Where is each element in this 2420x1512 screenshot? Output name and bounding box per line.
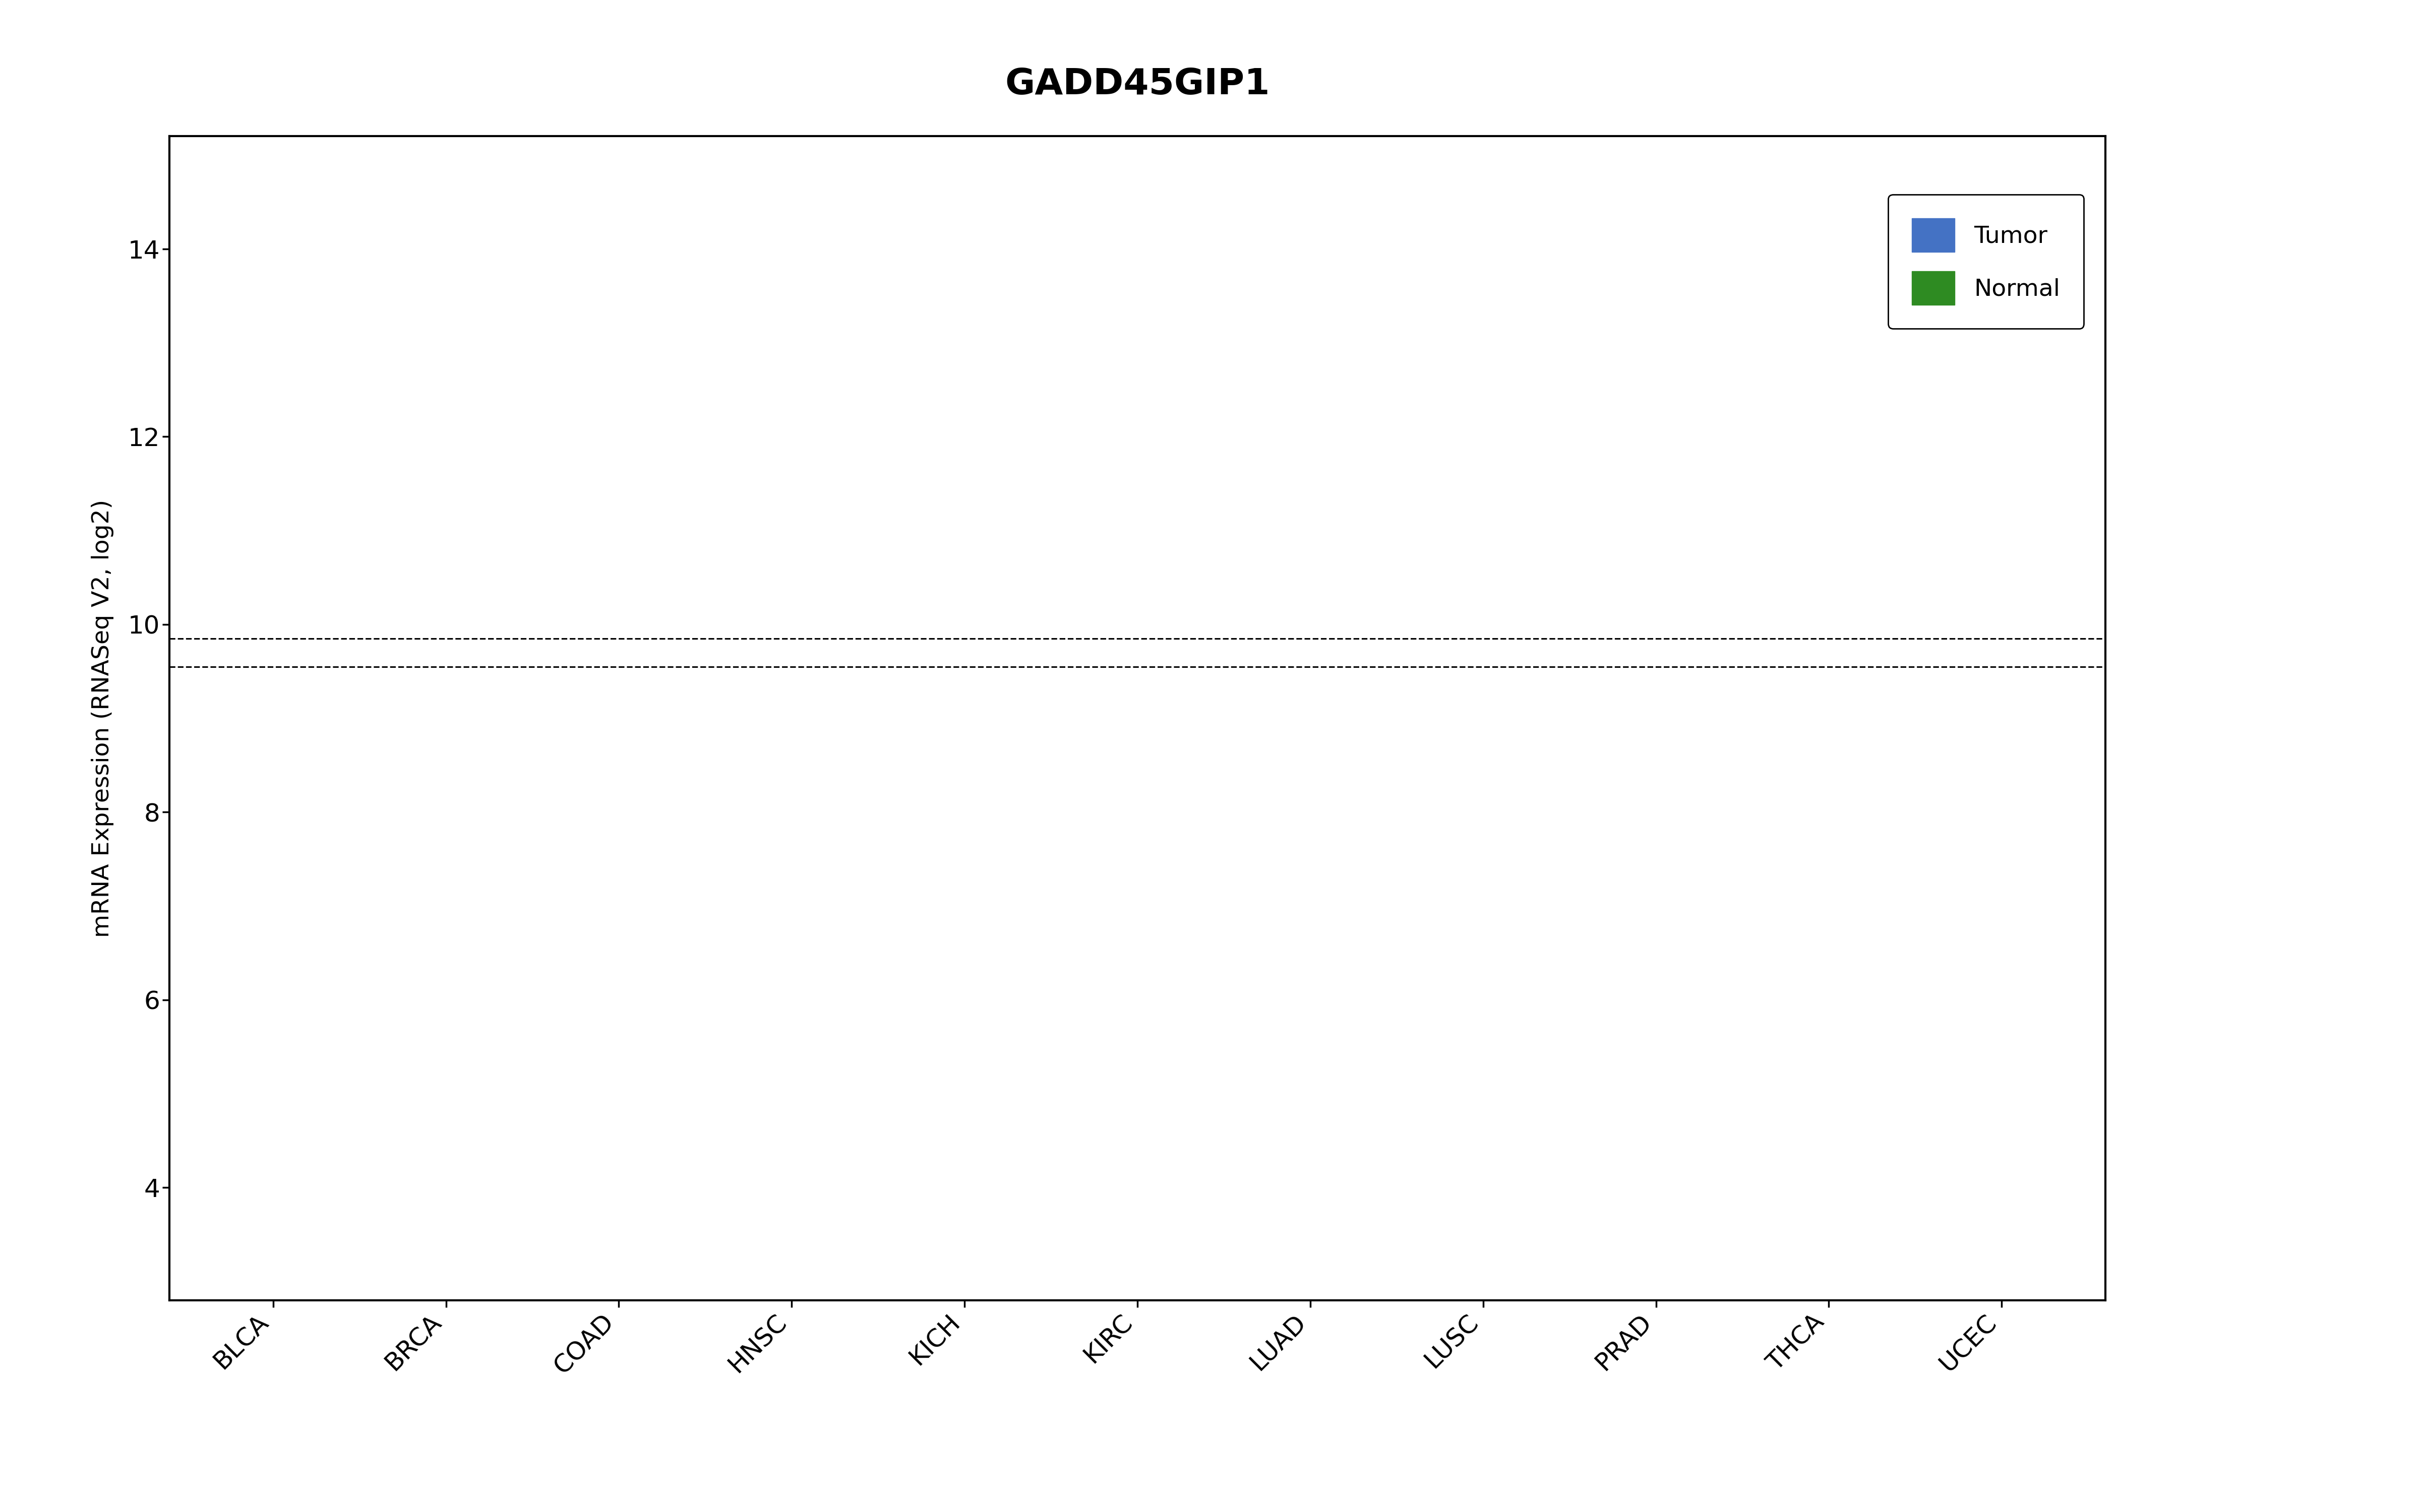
Legend: Tumor, Normal: Tumor, Normal — [1888, 195, 2084, 328]
Y-axis label: mRNA Expression (RNASeq V2, log2): mRNA Expression (RNASeq V2, log2) — [92, 499, 114, 937]
Title: GADD45GIP1: GADD45GIP1 — [1004, 67, 1270, 101]
